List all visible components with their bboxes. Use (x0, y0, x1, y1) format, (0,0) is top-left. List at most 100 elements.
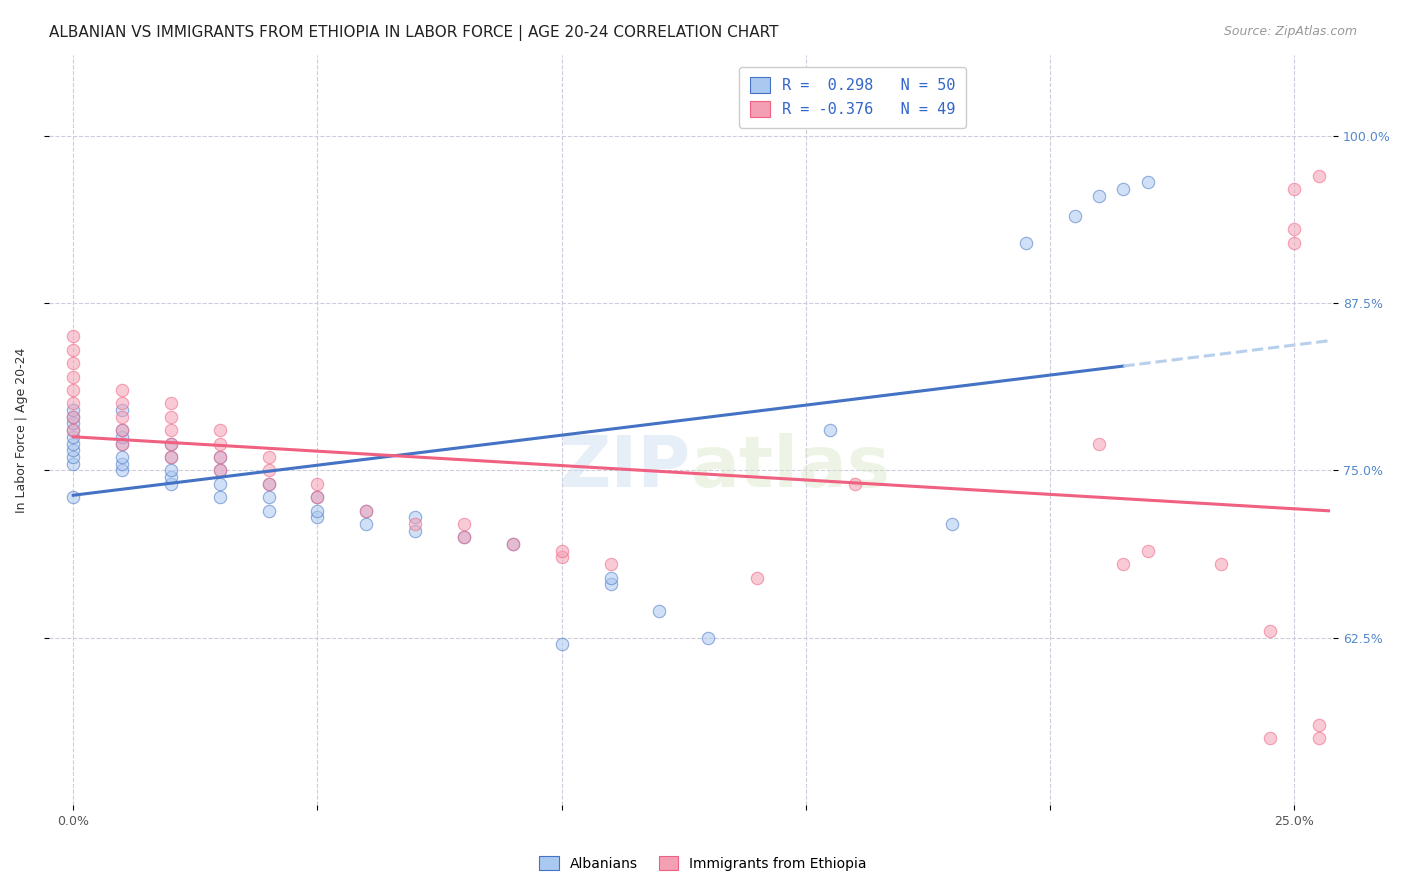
Point (111, 396, 134, 410)
Point (820, 423, 842, 437)
Point (1308, 169, 1330, 183)
Point (111, 436, 134, 450)
Legend: Albanians, Immigrants from Ethiopia: Albanians, Immigrants from Ethiopia (530, 847, 876, 880)
Point (208, 463, 231, 477)
Point (453, 516, 475, 531)
Point (1063, 209, 1085, 223)
Point (307, 476, 329, 491)
Point (1209, 557, 1232, 571)
Point (404, 516, 426, 531)
Point (160, 396, 183, 410)
Point (160, 423, 183, 437)
Point (62, 403, 84, 417)
Point (160, 463, 183, 477)
Point (550, 638, 572, 652)
Point (62, 383, 84, 397)
Point (599, 577, 621, 591)
Point (1088, 188, 1111, 202)
Point (111, 423, 134, 437)
Point (599, 570, 621, 584)
Point (257, 476, 280, 491)
Point (1112, 557, 1135, 571)
Point (453, 530, 475, 544)
Point (404, 510, 426, 524)
Point (62, 369, 84, 384)
Point (62, 423, 84, 437)
Point (208, 436, 231, 450)
Point (62, 356, 84, 370)
Point (1284, 222, 1306, 236)
Point (160, 436, 183, 450)
Text: atlas: atlas (692, 434, 891, 502)
Point (1112, 182, 1135, 196)
Point (1136, 175, 1159, 189)
Point (257, 463, 280, 477)
Point (307, 490, 329, 504)
Point (208, 476, 231, 491)
Point (745, 570, 768, 584)
Point (599, 557, 621, 571)
Point (62, 343, 84, 357)
Point (844, 476, 866, 491)
Point (502, 537, 524, 551)
Point (550, 550, 572, 565)
Point (62, 409, 84, 424)
Text: ZIP: ZIP (558, 434, 692, 502)
Point (62, 417, 84, 431)
Point (1136, 543, 1159, 558)
Point (257, 490, 280, 504)
Point (208, 463, 231, 477)
Point (160, 476, 183, 491)
Point (1284, 182, 1306, 196)
Point (160, 436, 183, 450)
Point (62, 329, 84, 343)
Point (1088, 436, 1111, 450)
Legend: R =  0.298   N = 50, R = -0.376   N = 49: R = 0.298 N = 50, R = -0.376 N = 49 (740, 67, 966, 128)
Point (62, 457, 84, 471)
Point (208, 450, 231, 464)
Point (1258, 624, 1281, 639)
Point (111, 450, 134, 464)
Point (404, 524, 426, 538)
Point (111, 436, 134, 450)
Point (111, 403, 134, 417)
Point (550, 543, 572, 558)
Point (941, 516, 963, 531)
Point (257, 450, 280, 464)
Point (160, 409, 183, 424)
Point (111, 383, 134, 397)
Point (1258, 731, 1281, 746)
Text: ALBANIAN VS IMMIGRANTS FROM ETHIOPIA IN LABOR FORCE | AGE 20-24 CORRELATION CHAR: ALBANIAN VS IMMIGRANTS FROM ETHIOPIA IN … (49, 25, 779, 41)
Point (307, 503, 329, 517)
Point (307, 510, 329, 524)
Point (697, 631, 720, 645)
Point (502, 537, 524, 551)
Point (62, 450, 84, 464)
Point (356, 503, 378, 517)
Point (257, 503, 280, 517)
Point (62, 443, 84, 458)
Point (208, 423, 231, 437)
Point (62, 409, 84, 424)
Point (356, 503, 378, 517)
Point (111, 423, 134, 437)
Point (62, 430, 84, 444)
Point (1308, 731, 1330, 746)
Point (208, 490, 231, 504)
Point (62, 423, 84, 437)
Point (307, 490, 329, 504)
Point (111, 457, 134, 471)
Point (1284, 235, 1306, 250)
Y-axis label: In Labor Force | Age 20-24: In Labor Force | Age 20-24 (15, 348, 28, 513)
Point (208, 450, 231, 464)
Point (257, 476, 280, 491)
Point (356, 516, 378, 531)
Point (160, 450, 183, 464)
Point (160, 450, 183, 464)
Point (1015, 235, 1038, 250)
Point (62, 436, 84, 450)
Point (111, 430, 134, 444)
Point (1308, 718, 1330, 732)
Point (111, 463, 134, 477)
Point (453, 530, 475, 544)
